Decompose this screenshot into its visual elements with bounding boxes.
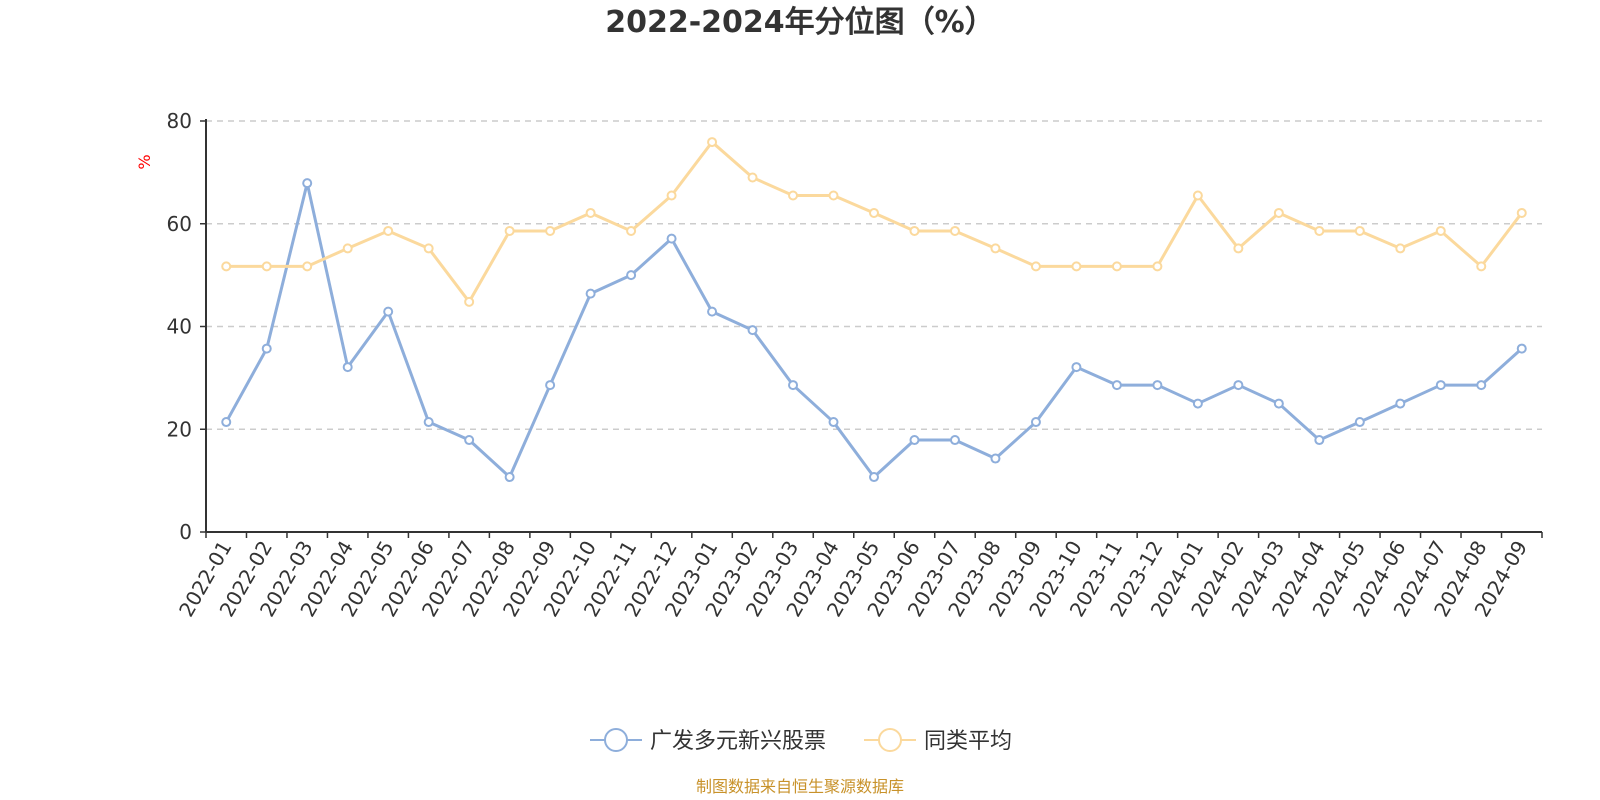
data-point[interactable] — [909, 225, 920, 236]
data-point[interactable] — [1435, 225, 1446, 236]
data-point[interactable] — [464, 435, 475, 446]
legend-label: 同类平均 — [924, 729, 1012, 754]
data-point[interactable] — [1273, 398, 1284, 409]
data-point[interactable] — [1435, 380, 1446, 391]
data-point[interactable] — [1476, 380, 1487, 391]
grid-lines — [206, 120, 1542, 430]
data-point[interactable] — [1111, 261, 1122, 272]
data-point[interactable] — [1192, 190, 1203, 201]
data-point[interactable] — [1273, 207, 1284, 218]
data-point[interactable] — [788, 380, 799, 391]
legend-item-1[interactable]: 同类平均 — [864, 728, 1012, 754]
data-point[interactable] — [1071, 261, 1082, 272]
y-tick-label: 60 — [167, 212, 192, 236]
data-point[interactable] — [221, 261, 232, 272]
data-point[interactable] — [423, 243, 434, 254]
series-line-0 — [224, 181, 1523, 479]
data-point[interactable] — [1111, 380, 1122, 391]
axes — [205, 119, 1542, 533]
data-point[interactable] — [342, 362, 353, 373]
series-layer — [221, 137, 1527, 483]
data-point[interactable] — [949, 225, 960, 236]
data-point[interactable] — [261, 343, 272, 354]
data-point[interactable] — [788, 190, 799, 201]
data-point[interactable] — [545, 225, 556, 236]
y-tick-label: 0 — [179, 520, 192, 544]
data-point[interactable] — [1354, 417, 1365, 428]
data-point[interactable] — [869, 472, 879, 483]
data-point[interactable] — [585, 207, 596, 218]
data-point[interactable] — [909, 435, 920, 446]
data-point[interactable] — [1152, 261, 1163, 272]
data-point[interactable] — [828, 190, 839, 201]
data-point[interactable] — [383, 225, 394, 236]
data-point[interactable] — [1071, 362, 1082, 373]
data-point[interactable] — [302, 178, 313, 189]
data-point[interactable] — [423, 417, 434, 428]
data-point[interactable] — [707, 137, 718, 148]
data-point[interactable] — [1476, 261, 1487, 272]
data-point[interactable] — [990, 243, 1001, 254]
data-point[interactable] — [464, 296, 475, 307]
chart-title: 2022-2024年分位图（%） — [605, 5, 995, 40]
data-point[interactable] — [747, 172, 758, 183]
data-point[interactable] — [1314, 435, 1325, 446]
data-point[interactable] — [1516, 343, 1527, 354]
data-point[interactable] — [869, 207, 879, 218]
source-note: 制图数据来自恒生聚源数据库 — [696, 777, 904, 796]
series-line-1 — [226, 140, 1523, 304]
data-point[interactable] — [747, 325, 758, 336]
legend-item-0[interactable]: 广发多元新兴股票 — [590, 728, 826, 754]
data-point[interactable] — [828, 417, 839, 428]
legend-circle-marker — [604, 728, 628, 752]
data-point[interactable] — [545, 380, 556, 391]
data-point[interactable] — [1030, 417, 1041, 428]
y-axis-unit-label: % — [135, 154, 154, 169]
data-point[interactable] — [1233, 243, 1244, 254]
data-point[interactable] — [949, 435, 960, 446]
data-point[interactable] — [1395, 398, 1406, 409]
data-point[interactable] — [585, 288, 596, 299]
data-point[interactable] — [666, 233, 677, 244]
data-point[interactable] — [626, 270, 637, 281]
legend[interactable]: 广发多元新兴股票 同类平均 — [590, 728, 1012, 754]
data-point[interactable] — [666, 190, 677, 201]
data-point[interactable] — [1233, 380, 1244, 391]
data-point[interactable] — [342, 243, 353, 254]
data-point[interactable] — [504, 472, 515, 483]
data-point[interactable] — [1395, 243, 1406, 254]
data-point[interactable] — [1030, 261, 1041, 272]
data-point[interactable] — [626, 225, 637, 236]
data-point[interactable] — [1152, 380, 1163, 391]
data-point[interactable] — [1354, 225, 1365, 236]
data-point[interactable] — [1314, 225, 1325, 236]
data-point[interactable] — [221, 417, 232, 428]
data-point[interactable] — [1192, 398, 1203, 409]
data-point[interactable] — [261, 261, 272, 272]
data-point[interactable] — [707, 306, 718, 317]
legend-circle-marker — [878, 728, 902, 752]
y-tick-label: 40 — [167, 315, 192, 339]
data-point[interactable] — [1516, 207, 1527, 218]
data-point[interactable] — [383, 306, 394, 317]
data-point[interactable] — [990, 453, 1001, 464]
y-axis-ticks: 0 20 40 60 80 — [167, 109, 206, 544]
x-axis-ticks: 2022-012022-022022-032022-042022-052022-… — [174, 532, 1543, 621]
data-point[interactable] — [302, 261, 313, 272]
data-point[interactable] — [504, 225, 515, 236]
y-tick-label: 20 — [167, 417, 192, 441]
y-tick-label: 80 — [167, 109, 192, 133]
legend-label: 广发多元新兴股票 — [650, 729, 826, 754]
